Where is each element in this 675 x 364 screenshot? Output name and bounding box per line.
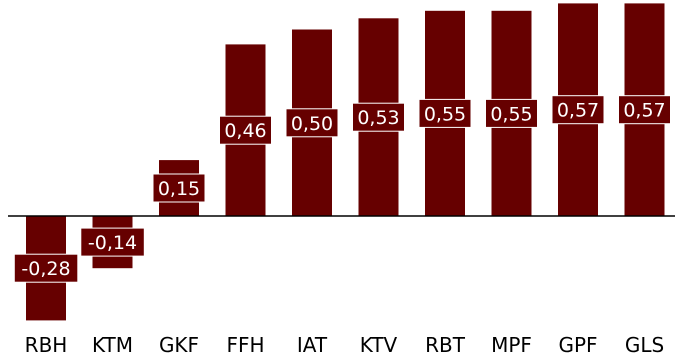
data-label-box-rbt: [418, 98, 472, 128]
data-label-box-ktv: [352, 102, 405, 132]
data-label-ffh: 0,46: [224, 120, 266, 142]
data-label-rbt: 0,55: [424, 103, 466, 125]
tick-label-gls: GLS: [625, 333, 664, 357]
data-label-box-gls: [618, 95, 671, 125]
data-label-box-gkf: [152, 173, 206, 203]
data-label-gkf: 0,15: [158, 178, 200, 200]
tick-label-ktm: KTM: [92, 333, 133, 357]
data-label-gls: 0,57: [623, 100, 665, 122]
data-label-box-mpf: [485, 98, 538, 128]
data-label-mpf: 0,55: [490, 103, 532, 125]
tick-label-rbt: RBT: [425, 333, 466, 357]
data-labels-group: -0,28 -0,14 0,15 0,46 0,50 0,53 0,55 0,55 0,57 0,…: [13, 95, 671, 283]
category-ticks-group: RBH KTM GKF FFH IAT KTV RBT MPF GPF GLS: [25, 333, 665, 357]
bars-group: [26, 3, 665, 321]
tick-label-gkf: GKF: [159, 333, 199, 357]
data-label-iat: 0,50: [291, 113, 333, 135]
tick-label-rbh: RBH: [25, 333, 68, 357]
data-label-box-gpf: [551, 95, 605, 125]
data-label-box-ffh: [219, 115, 272, 145]
data-label-box-ktm: [80, 227, 145, 257]
data-label-box-iat: [285, 108, 339, 138]
tick-label-iat: IAT: [297, 333, 328, 357]
tick-label-gpf: GPF: [558, 333, 597, 357]
tick-label-mpf: MPF: [491, 333, 532, 357]
tick-label-ktv: KTV: [360, 333, 398, 357]
data-label-ktm: -0,14: [88, 232, 137, 254]
data-label-box-rbh: [13, 253, 79, 283]
data-label-gpf: 0,57: [557, 100, 599, 122]
data-label-rbh: -0,28: [21, 258, 70, 280]
data-label-ktv: 0,53: [357, 107, 399, 129]
tick-label-ffh: FFH: [226, 333, 264, 357]
